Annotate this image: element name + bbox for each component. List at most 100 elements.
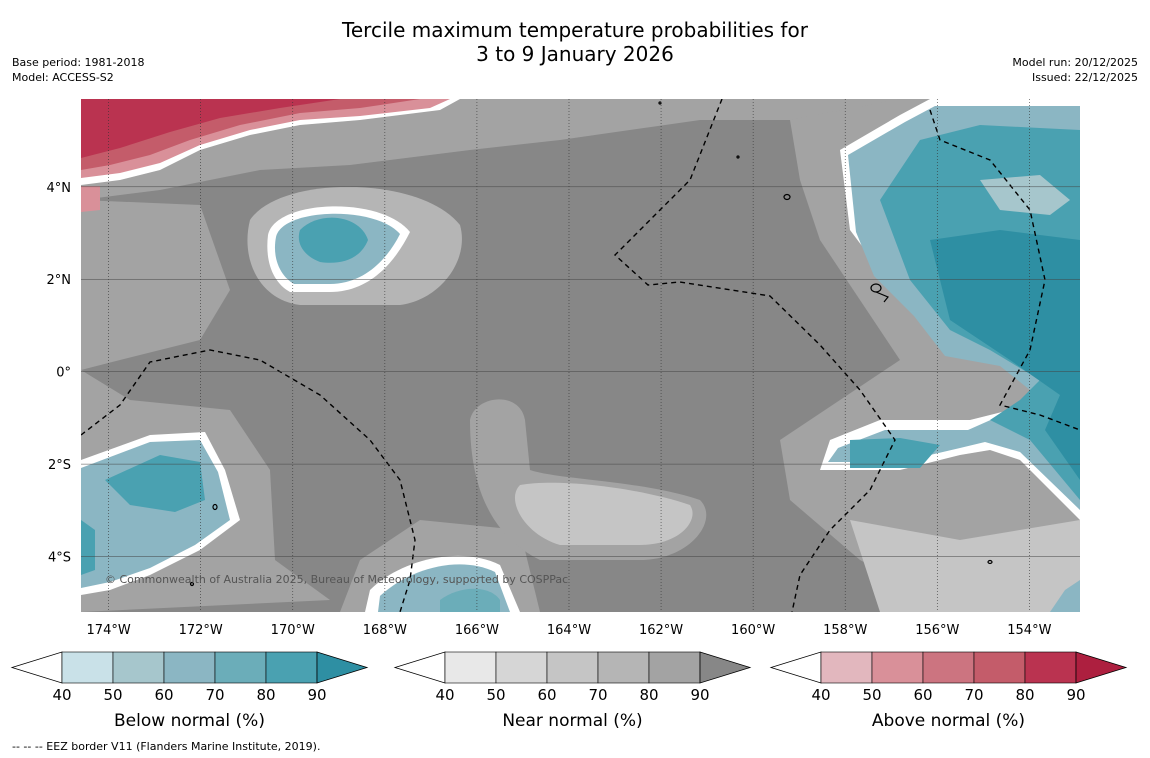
near-normal-60-central-south: [514, 482, 693, 545]
colorbar-extend-high: [1075, 651, 1128, 684]
colorbar-tick-label: 40: [811, 686, 830, 704]
colorbar-segment: [265, 651, 318, 684]
eez-border-east: [613, 99, 896, 612]
colorbar-segment: [1024, 651, 1077, 684]
island: [212, 503, 218, 511]
colorbar: 40 50 60 70 80 90 Below normal (%): [10, 651, 369, 731]
near-normal-60-southeast: [850, 520, 1080, 612]
near-normal-80-north: [81, 99, 1080, 200]
colorbar-label: Near normal (%): [502, 711, 642, 731]
model-info: Base period: 1981-2018 Model: ACCESS-S2: [12, 55, 144, 85]
map-title: Tercile maximum temperature probabilitie…: [0, 18, 1150, 66]
colorbar-tick-label: 50: [103, 686, 122, 704]
colorbar-extend-low: [10, 651, 63, 684]
longitude-tick-label: 158°W: [823, 623, 867, 638]
colorbar-segment: [871, 651, 924, 684]
below-normal-east-50-inner: [980, 175, 1070, 215]
longitude-tick-label: 168°W: [363, 623, 407, 638]
colorbar-segment: [922, 651, 975, 684]
colorbar-tick-label: 40: [52, 686, 71, 704]
colorbar-tick-label: 80: [256, 686, 275, 704]
above-normal-small-west: [81, 186, 100, 212]
longitude-tick-label: 172°W: [179, 623, 223, 638]
run-info: Model run: 20/12/2025 Issued: 22/12/2025: [1012, 55, 1138, 85]
below-normal-se-corner: [1050, 580, 1080, 612]
colorbar-tick-label: 60: [154, 686, 173, 704]
latitude-tick-label: 0°: [56, 366, 71, 381]
longitude-tick-label: 162°W: [639, 623, 683, 638]
colorbar-tick-label: 90: [1066, 686, 1085, 704]
colorbar: 40 50 60 70 80 90 Near normal (%): [393, 651, 752, 731]
eez-footnote: -- -- -- EEZ border V11 (Flanders Marine…: [12, 740, 321, 753]
title-line-1: Tercile maximum temperature probabilitie…: [342, 18, 808, 42]
colorbar-segment: [820, 651, 873, 684]
eez-borders: [81, 99, 1080, 612]
below-normal-south-70: [440, 588, 500, 612]
island: [875, 291, 889, 303]
island: [189, 581, 195, 587]
colorbar-tick-label: 50: [862, 686, 881, 704]
model-name: Model: ACCESS-S2: [12, 71, 114, 84]
colorbar-segment: [163, 651, 216, 684]
colorbar-tick-label: 80: [1015, 686, 1034, 704]
colorbar-tick-label: 40: [435, 686, 454, 704]
gridlines: [81, 99, 1080, 612]
colorbar-tick-label: 70: [205, 686, 224, 704]
longitude-tick-label: 154°W: [1007, 623, 1051, 638]
latitude-tick-label: 4°N: [47, 181, 72, 196]
base-period: Base period: 1981-2018: [12, 56, 145, 69]
longitude-tick-label: 174°W: [87, 623, 131, 638]
islands: [189, 101, 993, 587]
colorbar-segment: [495, 651, 548, 684]
island: [783, 193, 791, 201]
eez-border-west: [81, 349, 416, 612]
below-normal-east-south-arm: [850, 438, 940, 468]
colorbars: 40 50 60 70 80 90 Below normal (%) 40 50 60 70 80 90…: [10, 651, 1128, 731]
colorbar: 40 50 60 70 80 90 Above normal (%): [769, 651, 1128, 731]
colorbar-label: Below normal (%): [114, 711, 265, 731]
longitude-tick-label: 160°W: [731, 623, 775, 638]
colorbar-tick-label: 90: [307, 686, 326, 704]
colorbar-extend-low: [393, 651, 446, 684]
colorbar-segment: [648, 651, 701, 684]
colorbar-segment: [546, 651, 599, 684]
latitude-tick-label: 2°N: [47, 273, 72, 288]
colorbar-tick-label: 80: [639, 686, 658, 704]
colorbar-tick-label: 60: [537, 686, 556, 704]
colorbar-segment: [112, 651, 165, 684]
latitude-tick-label: 4°S: [48, 551, 71, 566]
longitude-tick-label: 156°W: [915, 623, 959, 638]
colorbar-segment: [444, 651, 497, 684]
longitude-tick-label: 164°W: [547, 623, 591, 638]
below-normal-sw-edge: [81, 520, 95, 575]
colorbar-tick-label: 70: [964, 686, 983, 704]
below-normal-east-90: [930, 230, 1080, 480]
longitude-tick-label: 166°W: [455, 623, 499, 638]
model-run: Model run: 20/12/2025: [1012, 56, 1138, 69]
colorbar-extend-high: [316, 651, 369, 684]
below-normal-north-80: [298, 217, 368, 263]
colorbar-segment: [973, 651, 1026, 684]
colorbar-tick-label: 70: [588, 686, 607, 704]
latitude-tick-label: 2°S: [48, 458, 71, 473]
colorbar-extend-low: [769, 651, 822, 684]
colorbar-tick-label: 50: [486, 686, 505, 704]
colorbar-tick-label: 60: [913, 686, 932, 704]
colorbar-label: Above normal (%): [872, 711, 1025, 731]
below-normal-sw-80: [105, 455, 205, 512]
colorbar-segment: [214, 651, 267, 684]
probability-field: © Commonwealth of Australia 2025, Bureau…: [81, 99, 1080, 612]
title-line-2: 3 to 9 January 2026: [476, 42, 674, 66]
near-normal-80-west: [81, 200, 230, 370]
colorbar-segment: [61, 651, 114, 684]
longitude-tick-label: 170°W: [271, 623, 315, 638]
eez-border-northeast: [929, 109, 1080, 431]
above-normal-80-area: [81, 99, 340, 158]
colorbar-extend-high: [699, 651, 752, 684]
axis-labels: 174°W 172°W 170°W 168°W 166°W 164°W 162°W 160°W…: [47, 181, 1052, 638]
issued-date: Issued: 22/12/2025: [1031, 71, 1138, 84]
island: [736, 155, 740, 159]
colorbar-segment: [597, 651, 650, 684]
copyright-text: © Commonwealth of Australia 2025, Bureau…: [105, 573, 568, 586]
